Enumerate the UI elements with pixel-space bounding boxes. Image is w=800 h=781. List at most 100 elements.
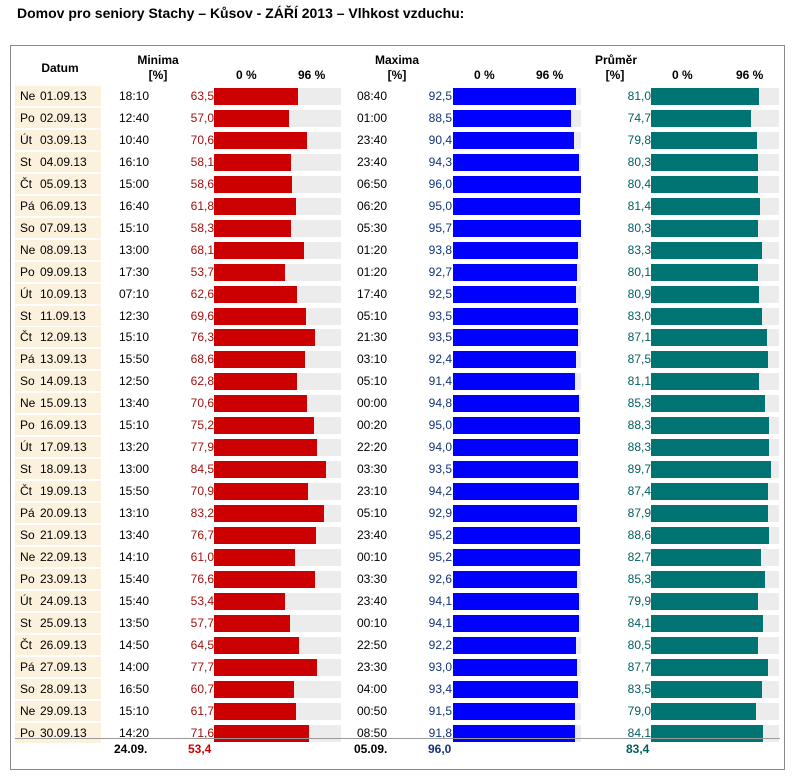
max-time: 03:10 — [357, 352, 388, 366]
max-value: 95,0 — [428, 199, 452, 213]
date-label: 07.09.13 — [40, 221, 87, 235]
date-label: 10.09.13 — [40, 287, 87, 301]
avg-value: 79,8 — [627, 133, 651, 147]
date-label: 27.09.13 — [40, 660, 87, 674]
avg-bar — [651, 659, 768, 676]
weekday-label: So — [20, 221, 35, 235]
avg-value: 80,9 — [627, 287, 651, 301]
date-label: 15.09.13 — [40, 396, 87, 410]
max-time: 23:10 — [357, 484, 388, 498]
date-cell: Čt 12.09.13 — [15, 327, 101, 347]
avg-value: 80,5 — [627, 638, 651, 652]
weekday-label: Ne — [20, 89, 36, 103]
date-label: 02.09.13 — [40, 111, 87, 125]
max-bar — [453, 439, 579, 456]
weekday-label: So — [20, 528, 35, 542]
max-value: 92,5 — [428, 89, 452, 103]
max-value: 94,3 — [428, 155, 452, 169]
min-value: 69,6 — [190, 309, 214, 323]
max-time: 23:30 — [357, 660, 388, 674]
header-min: Minima — [137, 53, 179, 67]
min-time: 15:50 — [119, 484, 150, 498]
avg-value: 87,5 — [627, 352, 651, 366]
max-time: 01:00 — [357, 111, 388, 125]
max-value: 92,2 — [428, 638, 452, 652]
max-time: 21:30 — [357, 330, 388, 344]
avg-value: 79,9 — [627, 594, 651, 608]
date-label: 01.09.13 — [40, 89, 87, 103]
min-time: 14:00 — [119, 660, 150, 674]
max-time: 00:00 — [357, 396, 388, 410]
min-value: 58,1 — [190, 155, 214, 169]
avg-value: 74,7 — [627, 111, 651, 125]
date-label: 09.09.13 — [40, 265, 87, 279]
min-value: 57,7 — [190, 616, 214, 630]
date-cell: St 04.09.13 — [15, 152, 101, 172]
min-time: 07:10 — [119, 287, 150, 301]
max-scale-start: 0 % — [474, 68, 495, 82]
max-bar — [453, 527, 580, 544]
min-time: 13:40 — [119, 396, 150, 410]
min-scale-start: 0 % — [236, 68, 257, 82]
max-scale-end: 96 % — [536, 68, 564, 82]
avg-bar — [651, 154, 759, 171]
avg-value: 81,4 — [627, 199, 651, 213]
weekday-label: Pá — [20, 506, 35, 520]
max-bar — [453, 505, 577, 522]
min-value: 71,6 — [190, 726, 214, 740]
header-min-unit: [%] — [148, 68, 168, 82]
avg-value: 89,7 — [627, 462, 651, 476]
max-value: 91,5 — [428, 704, 452, 718]
min-bar — [214, 527, 316, 544]
max-value: 94,1 — [428, 594, 452, 608]
avg-value: 88,3 — [627, 418, 651, 432]
max-time: 05:10 — [357, 506, 388, 520]
summary-separator — [15, 738, 780, 739]
date-cell: Po 23.09.13 — [15, 569, 101, 589]
min-value: 76,3 — [190, 330, 214, 344]
page-title: Domov pro seniory Stachy – Kůsov - ZÁŘÍ … — [17, 5, 465, 21]
min-bar — [214, 483, 308, 500]
max-bar — [453, 571, 577, 588]
date-label: 12.09.13 — [40, 330, 87, 344]
min-bar — [214, 242, 305, 259]
min-time: 15:10 — [119, 704, 150, 718]
min-value: 60,7 — [190, 682, 214, 696]
max-value: 95,2 — [428, 528, 452, 542]
summary-min-date: 24.09. — [114, 742, 148, 756]
max-value: 92,7 — [428, 265, 452, 279]
min-value: 76,7 — [190, 528, 214, 542]
max-bar — [453, 132, 574, 149]
date-cell: Ne 29.09.13 — [15, 701, 101, 721]
date-cell: Ne 08.09.13 — [15, 240, 101, 260]
min-time: 15:50 — [119, 352, 150, 366]
date-cell: Po 30.09.13 — [15, 723, 101, 743]
weekday-label: Ne — [20, 704, 36, 718]
weekday-label: Po — [20, 418, 35, 432]
avg-value: 83,5 — [627, 682, 651, 696]
date-cell: So 21.09.13 — [15, 525, 101, 545]
date-label: 13.09.13 — [40, 352, 87, 366]
date-cell: Po 02.09.13 — [15, 108, 101, 128]
avg-value: 83,0 — [627, 309, 651, 323]
date-label: 11.09.13 — [40, 309, 86, 323]
avg-bar — [651, 110, 751, 127]
date-label: 06.09.13 — [40, 199, 87, 213]
max-bar — [453, 198, 580, 215]
avg-bar — [651, 132, 758, 149]
max-value: 94,0 — [428, 440, 452, 454]
avg-bar — [651, 461, 771, 478]
max-value: 93,8 — [428, 243, 452, 257]
avg-bar — [651, 549, 762, 566]
max-value: 92,4 — [428, 352, 452, 366]
min-time: 15:40 — [119, 594, 150, 608]
min-scale-end: 96 % — [298, 68, 326, 82]
min-bar — [214, 88, 298, 105]
weekday-label: Út — [20, 133, 32, 147]
min-time: 15:10 — [119, 418, 150, 432]
avg-bar — [651, 395, 765, 412]
summary-avg-value: 83,4 — [626, 742, 650, 756]
avg-bar — [651, 571, 765, 588]
min-value: 70,9 — [190, 484, 214, 498]
avg-bar — [651, 242, 763, 259]
